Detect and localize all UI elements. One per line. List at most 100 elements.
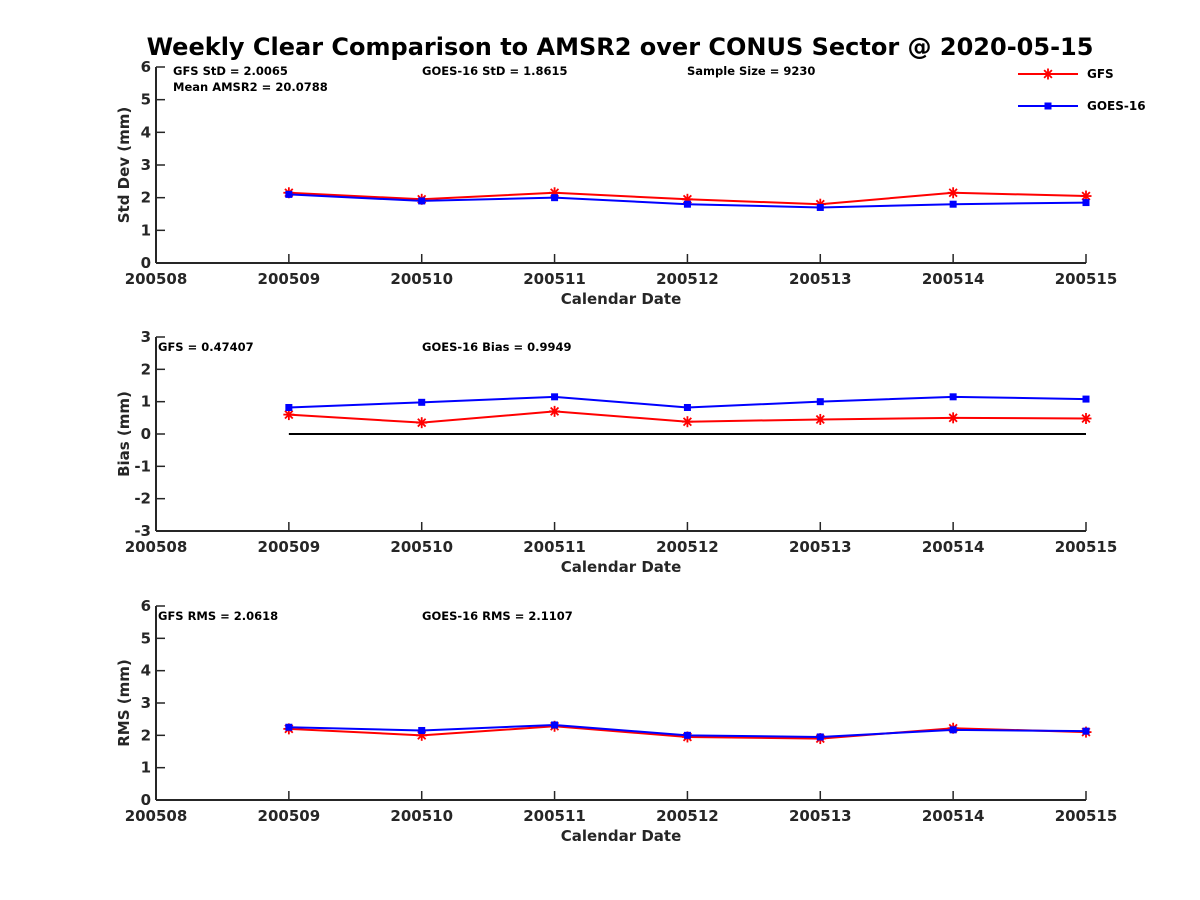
data-point-shape [418,726,426,734]
data-point-stroke-3 [1081,413,1091,424]
x-axis-label: Calendar Date [561,290,682,308]
legend-label: GOES-16 [1087,99,1146,113]
x-tick-label: 200513 [789,270,852,288]
data-point-stroke-3 [550,406,560,416]
data-point-shape [418,197,426,205]
data-point-shape [418,398,426,406]
y-tick-label: 5 [141,629,151,647]
x-tick-label: 200510 [390,270,453,288]
data-point [1080,412,1092,424]
annotation-text: GOES-16 RMS = 2.1107 [422,609,573,623]
data-point [683,200,691,208]
panel-stddev: 0 1 2 3 4 5 6 200508 200509 200510 200511 200512 200… [115,58,1117,308]
annotation-text: Sample Size = 9230 [687,64,815,78]
x-tick-label: 200509 [258,538,321,556]
legend-entry-gfs: GFS [1018,67,1114,81]
data-point [949,726,957,734]
data-point-stroke-3 [948,413,958,423]
annotation-text: GOES-16 Bias = 0.9949 [422,340,571,354]
x-tick-label: 200509 [258,807,321,825]
data-point-shape [1082,199,1090,207]
data-point [1082,727,1090,735]
data-point [949,393,957,401]
x-tick-label: 200512 [656,270,719,288]
legend-marker-stroke-3 [1043,69,1053,79]
data-point-stroke-3 [682,417,692,427]
y-tick-label: 1 [141,759,151,777]
data-point-shape [683,200,691,208]
y-tick-label: 3 [141,694,151,712]
panel-bias: -3 -2 -1 0 1 2 3 200508 200509 200510 200511 200512… [115,328,1117,576]
data-point [285,723,293,731]
x-tick-label: 200511 [523,807,586,825]
data-point-shape [949,726,957,734]
y-axis-label: Std Dev (mm) [115,107,133,224]
data-point [285,190,293,198]
data-point-shape [551,721,559,729]
data-point-stroke-3 [815,414,825,424]
x-tick-label: 200511 [523,270,586,288]
y-tick-label: 2 [141,360,151,378]
data-point-shape [285,403,293,411]
x-tick-label: 200514 [922,538,985,556]
y-tick-label: -1 [134,457,151,475]
data-point-shape [285,723,293,731]
data-point [418,398,426,406]
y-tick-label: 6 [141,58,151,76]
series-gfs [283,405,1092,429]
data-point [418,197,426,205]
y-tick-label: 3 [141,156,151,174]
x-tick-label: 200510 [390,807,453,825]
y-tick-label: 1 [141,221,151,239]
x-tick-label: 200513 [789,538,852,556]
x-axis-label: Calendar Date [561,558,682,576]
y-tick-label: 1 [141,393,151,411]
y-tick-label: 0 [141,791,151,809]
x-tick-label: 200512 [656,538,719,556]
y-tick-label: 3 [141,328,151,346]
y-tick-label: 4 [141,123,151,141]
data-point [549,405,561,417]
panel-rms: 0 1 2 3 4 5 6 200508 200509 200510 200511 200512 200… [115,597,1117,845]
y-tick-label: 0 [141,254,151,272]
legend-label: GFS [1087,67,1114,81]
data-point [1080,190,1092,202]
legend-marker-shape [1044,102,1052,110]
y-tick-label: 2 [141,189,151,207]
data-point [816,398,824,406]
y-tick-label: -3 [134,522,151,540]
data-point [416,417,428,429]
x-tick-label: 200514 [922,807,985,825]
chart-legend: GFS GOES-16 [1018,67,1146,113]
annotation-text: GFS RMS = 2.0618 [158,609,278,623]
data-point [551,721,559,729]
x-tick-label: 200514 [922,270,985,288]
y-tick-label: 4 [141,662,151,680]
data-point-stroke-3 [1081,191,1091,201]
data-point [816,733,824,741]
legend-marker [1044,102,1052,110]
data-point [681,416,693,428]
data-point-shape [949,393,957,401]
data-point [551,393,559,401]
data-point [1082,395,1090,403]
data-point-stroke-3 [417,418,427,428]
data-point-shape [683,731,691,739]
x-tick-label: 200509 [258,270,321,288]
x-axis-label: Calendar Date [561,827,682,845]
y-axis-label: Bias (mm) [115,391,133,477]
data-point-shape [551,393,559,401]
data-point-shape [816,203,824,211]
data-point [683,731,691,739]
data-point [1082,199,1090,207]
series-goes-16 [285,393,1090,411]
data-point-shape [1082,395,1090,403]
data-point [683,403,691,411]
data-point [947,187,959,199]
data-point [816,203,824,211]
annotation-text: Mean AMSR2 = 20.0788 [173,80,328,94]
data-point-shape [683,403,691,411]
legend-entry-goes-16: GOES-16 [1018,99,1146,113]
annotation-text: GOES-16 StD = 1.8615 [422,64,567,78]
